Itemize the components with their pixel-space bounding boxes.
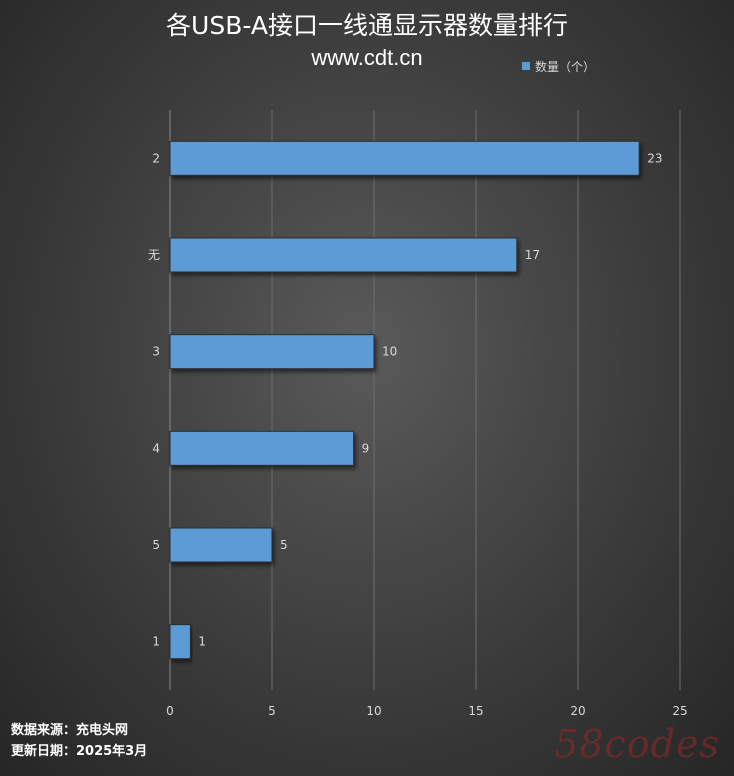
legend-label: 数量（个） <box>535 59 596 74</box>
bar <box>169 624 191 660</box>
chart-title: 各USB-A接口一线通显示器数量排行 <box>166 11 568 40</box>
x-tick-label: 10 <box>366 704 381 718</box>
chart-legend: 数量（个） <box>522 58 595 74</box>
bar <box>169 237 518 273</box>
data-source-note: 数据来源：充电头网 <box>11 723 129 738</box>
x-tick-label: 25 <box>672 704 687 718</box>
x-tick-label: 0 <box>166 704 174 718</box>
data-label: 9 <box>362 441 370 455</box>
bar <box>169 527 273 563</box>
bar <box>169 334 375 370</box>
data-label: 1 <box>198 635 206 649</box>
category-label: 2 <box>152 151 160 165</box>
bar <box>169 430 355 466</box>
data-label: 23 <box>647 151 662 165</box>
data-label: 5 <box>280 538 288 552</box>
legend-swatch <box>522 62 530 70</box>
data-label: 17 <box>525 248 540 262</box>
x-tick-label: 20 <box>570 704 585 718</box>
category-label: 4 <box>152 441 160 455</box>
category-label: 1 <box>152 635 160 649</box>
x-tick-label: 15 <box>468 704 483 718</box>
category-label: 无 <box>148 248 160 262</box>
category-label: 3 <box>152 345 160 359</box>
bar <box>169 140 640 176</box>
category-label: 5 <box>152 538 160 552</box>
footer: 数据来源：充电头网 更新日期：2025年3月 <box>11 720 147 762</box>
update-date-note: 更新日期：2025年3月 <box>11 744 148 759</box>
chart-subtitle: www.cdt.cn <box>311 45 423 70</box>
watermark: 58codes <box>554 722 720 766</box>
data-label: 10 <box>382 345 397 359</box>
x-tick-label: 5 <box>268 704 276 718</box>
